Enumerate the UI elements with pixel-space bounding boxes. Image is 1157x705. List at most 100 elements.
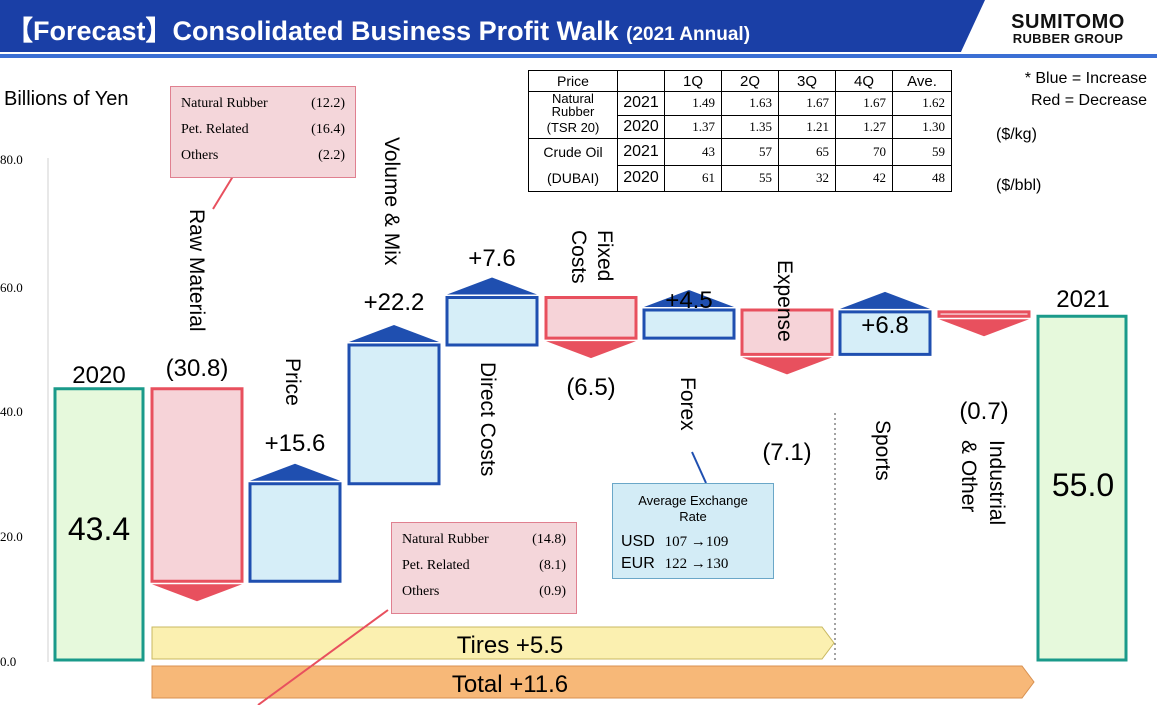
value-label-industrial-other: (0.7) — [959, 398, 1008, 425]
header-background — [0, 0, 1157, 58]
y-tick-60: 60.0 — [0, 280, 23, 295]
decrease-bar — [937, 310, 1031, 318]
total-bar — [53, 387, 145, 662]
decrease-arrow-cap — [939, 319, 1029, 337]
fx-currency: EUR — [621, 555, 655, 572]
fx-rate: 122 →130 — [664, 556, 729, 572]
logo-line-1: SUMITOMO — [1011, 11, 1125, 33]
total-summary-arrow — [151, 665, 1035, 699]
table-cell: 1.67 — [835, 91, 893, 116]
value-label-raw-material: (30.8) — [166, 355, 229, 382]
value-label-direct-costs: +7.6 — [468, 245, 515, 272]
fx-row-eur: EUR 122 →130 — [621, 553, 773, 575]
table-cell: 1.27 — [835, 114, 893, 139]
fx-title: Average Exchange Rate — [613, 493, 773, 525]
increase-arrow-cap — [447, 277, 537, 295]
category-fixed-costs-line1: Fixed — [593, 230, 616, 281]
increase-arrow-cap — [644, 290, 734, 307]
callout-value: (14.8) — [532, 532, 566, 547]
table-cell: 1.63 — [721, 91, 779, 116]
callout-row: Pet. Related (8.1) — [392, 553, 576, 579]
table-year: 2020 — [617, 164, 665, 192]
fx-title-line: Average Exchange — [638, 493, 748, 508]
direct-costs-breakdown-callout: Natural Rubber (14.8) Pet. Related (8.1)… — [391, 522, 577, 614]
exchange-rate-box: Average Exchange Rate USD 107 →109 EUR 1… — [612, 483, 774, 579]
increase-arrow-cap — [840, 291, 930, 309]
price-table-header: Price 1Q 2Q 3Q 4Q Ave. — [528, 70, 952, 92]
price-header-cell: 2Q — [721, 70, 779, 92]
raw-material-leader-line — [212, 172, 236, 210]
category-fixed-costs-line2: Costs — [567, 230, 590, 284]
rubber-label-line: Rubber — [551, 104, 595, 119]
oil-label-line: Crude Oil — [543, 144, 603, 160]
callout-label: Natural Rubber — [402, 532, 489, 547]
page-title-main: 【Forecast】Consolidated Business Profit W… — [6, 16, 619, 46]
category-volume-mix: Volume & Mix — [380, 137, 403, 266]
callout-label: Pet. Related — [181, 122, 249, 137]
callout-label: Pet. Related — [402, 558, 470, 573]
table-cell: 32 — [778, 164, 836, 192]
header-underline — [0, 54, 1157, 58]
category-price: Price — [281, 358, 304, 406]
price-header-cell: 1Q — [664, 70, 722, 92]
decrease-arrow-cap — [742, 357, 832, 375]
table-cell: 42 — [835, 164, 893, 192]
table-cell: 57 — [721, 138, 779, 166]
page-title: 【Forecast】Consolidated Business Profit W… — [6, 9, 750, 48]
y-axis-unit: Billions of Yen — [4, 88, 129, 110]
rubber-row-2021: Natural Rubber (TSR 20) 2021 1.49 1.63 1… — [528, 91, 952, 139]
callout-row: Natural Rubber (12.2) — [171, 91, 355, 117]
category-direct-costs: Direct Costs — [476, 362, 499, 476]
category-industrial-line2: & Other — [957, 440, 980, 512]
table-cell: 1.35 — [721, 114, 779, 139]
value-label-expense: (7.1) — [762, 439, 811, 466]
table-cell: 70 — [835, 138, 893, 166]
rubber-row-2020: 2020 1.37 1.35 1.21 1.27 1.30 — [529, 114, 952, 139]
callout-label: Others — [402, 584, 440, 599]
callout-row: Natural Rubber (14.8) — [392, 527, 576, 553]
header-blue-band — [0, 0, 1157, 52]
value-label-sports: +6.8 — [861, 312, 908, 339]
callout-row: Pet. Related (16.4) — [171, 117, 355, 143]
value-label-fixed-costs: (6.5) — [566, 374, 615, 401]
callout-row: Others (2.2) — [171, 143, 355, 169]
value-label-forex: +4.5 — [665, 287, 712, 314]
rubber-label-line: (TSR 20) — [546, 120, 600, 135]
total-summary-label: Total +11.6 — [452, 671, 568, 698]
value-label-price: +15.6 — [265, 430, 326, 457]
total-bar — [1036, 314, 1128, 662]
legend-decrease: Red = Decrease — [1030, 92, 1147, 109]
company-logo: SUMITOMO RUBBER GROUP — [988, 12, 1148, 45]
y-tick-20: 20.0 — [0, 529, 23, 544]
table-cell: 55 — [721, 164, 779, 192]
increase-bar — [248, 482, 342, 583]
price-header-cell: 3Q — [778, 70, 836, 92]
fx-rows: USD 107 →109 EUR 122 →130 — [613, 531, 773, 575]
rubber-label-cell: Natural Rubber (TSR 20) — [528, 91, 618, 139]
logo-panel — [960, 0, 1157, 54]
decrease-bar — [544, 296, 638, 340]
category-forex: Forex — [676, 377, 699, 431]
oil-row-2021: Crude Oil (DUBAI) 2021 43 57 65 70 59 — [528, 138, 952, 192]
table-cell: 1.62 — [892, 91, 952, 116]
table-cell: 1.37 — [664, 114, 722, 139]
tires-summary-arrow — [151, 626, 835, 660]
table-cell: 1.67 — [778, 91, 836, 116]
table-year: 2020 — [617, 114, 665, 139]
table-cell: 61 — [664, 164, 722, 192]
rubber-label-line: Natural — [552, 91, 594, 106]
table-year: 2021 — [617, 91, 665, 116]
tires-summary-label: Tires +5.5 — [457, 632, 564, 659]
increase-bar — [838, 310, 932, 356]
increase-bar — [642, 308, 736, 340]
callout-label: Others — [181, 148, 219, 163]
raw-material-breakdown-callout: Natural Rubber (12.2) Pet. Related (16.4… — [170, 86, 356, 178]
increase-arrow-cap — [250, 463, 340, 481]
direct-costs-leader-line — [257, 609, 389, 705]
table-cell: 48 — [892, 164, 952, 192]
label-2020: 2020 — [72, 362, 125, 389]
callout-value: (2.2) — [318, 148, 345, 163]
callout-value: (8.1) — [539, 558, 566, 573]
table-cell: 1.30 — [892, 114, 952, 139]
